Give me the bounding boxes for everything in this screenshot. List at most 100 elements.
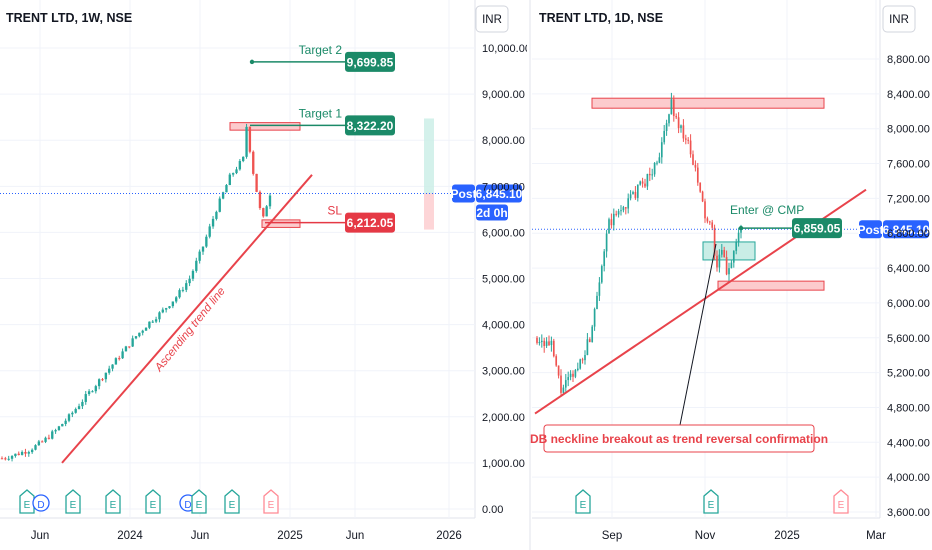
left-candle [34,444,37,451]
right-candle-body [596,295,598,310]
left-y-tick-label: 9,000.00 [482,89,525,101]
left-candle-body [268,195,272,207]
right-candle-body [684,138,687,140]
left-candle [168,305,171,309]
left-candle [108,365,111,375]
left-earnings-marker[interactable] [105,489,121,514]
right-callout-box [543,424,815,453]
left-candle-body [205,236,208,247]
right-candle [636,184,639,202]
right-y-tick-label: 6,000.00 [887,298,930,310]
right-candle [627,193,630,214]
left-countdown-bg [476,204,508,221]
right-candle [596,291,598,310]
left-candle [27,450,30,457]
left-candle-body [265,206,268,217]
right-post-tag-text: Post [857,223,883,237]
left-x-tick-label: 2024 [117,530,143,542]
left-candle [258,190,262,210]
right-candle [680,124,682,133]
left-candle-body [77,406,81,410]
left-candle [221,191,225,200]
left-candle-body [118,358,121,360]
right-earnings-marker[interactable] [833,489,849,514]
right-earnings-marker[interactable] [575,489,591,514]
right-candle [656,160,658,166]
right-candle [581,357,584,364]
left-event-letter: E [229,500,236,511]
left-level-badge-bg [345,212,395,233]
right-candle [706,216,709,224]
left-candle [37,439,41,446]
left-candle-body [221,192,225,199]
right-candle-body [588,339,591,343]
left-candle-body [175,297,178,302]
right-candle [737,227,740,247]
right-candle [651,168,654,180]
left-currency-button[interactable] [475,5,509,33]
right-candle-body [600,266,603,283]
left-candle-body [14,453,17,457]
right-candle-body [555,356,558,366]
right-candle-body [584,355,586,361]
right-candle-body [593,309,596,327]
left-candle [20,450,24,456]
right-top-zone [591,97,825,109]
right-candle-body [668,114,670,124]
left-candle-body [114,358,118,365]
right-currency-button[interactable] [882,5,916,33]
right-time-axis[interactable]: Sep Nov 2025 Mar [602,530,886,542]
right-earnings-marker[interactable] [703,489,719,514]
right-candle-body [639,181,642,185]
right-candle [677,112,680,134]
right-support-zone [717,280,825,291]
left-candle-body [41,441,44,443]
right-price-axis[interactable]: 3,600.00 4,000.00 4,400.00 4,800.00 5,200.00… [887,54,930,519]
left-candle [4,456,7,461]
right-candle [603,249,606,272]
left-candle-body [128,346,131,348]
right-candle-body [608,219,610,234]
right-candle [550,336,553,352]
right-candle [658,152,661,164]
left-earnings-marker[interactable] [224,489,240,514]
right-candle [629,190,632,201]
right-candle [708,220,711,225]
right-candle [536,335,538,345]
right-candle-body [704,201,706,219]
right-x-tick-label: Nov [695,530,716,542]
right-candle [622,205,625,213]
left-event-letter: D [37,500,44,511]
right-candle-body [680,125,682,129]
left-level-dot [249,59,255,65]
right-candle [692,150,694,166]
left-candle-body [101,379,104,381]
left-candle [245,123,248,159]
left-candle [228,172,231,186]
left-candle [188,275,191,287]
right-candle-body [663,130,666,143]
right-candles [536,92,742,395]
right-y-tick-label: 7,600.00 [887,159,930,171]
left-earnings-marker[interactable] [191,489,207,514]
right-candle-body [692,154,694,165]
right-candle [569,370,572,381]
right-candle-body [615,213,618,215]
right-candle-body [562,387,565,393]
left-candle [124,345,128,352]
left-price-axis[interactable]: 0.00 1,000.00 2,000.00 3,000.00 4,000.00 5,00… [482,43,531,516]
left-earnings-marker[interactable] [145,489,161,514]
right-candle-body [711,222,714,228]
left-dividend-marker[interactable] [32,494,50,512]
left-candle [268,193,272,210]
left-earnings-marker[interactable] [263,489,279,514]
left-time-axis[interactable]: Jun 2024 Jun 2025 Jun 2026 [31,530,462,542]
left-candle-body [252,151,255,174]
left-candle-body [178,290,181,298]
right-candle [576,362,579,372]
right-candle [548,335,550,347]
left-zones [229,118,434,230]
left-earnings-marker[interactable] [65,489,81,514]
right-candle [540,334,543,348]
